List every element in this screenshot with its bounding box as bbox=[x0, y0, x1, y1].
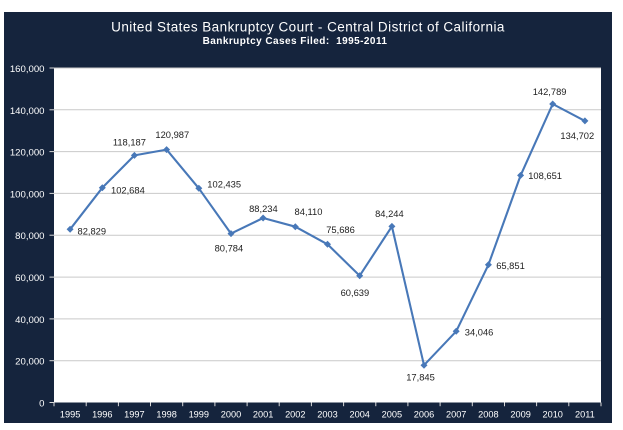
svg-text:118,187: 118,187 bbox=[113, 137, 146, 147]
svg-text:2011: 2011 bbox=[575, 410, 595, 420]
svg-text:Bankruptcy Cases Filed: 1995-: Bankruptcy Cases Filed: 1995-2011 bbox=[203, 36, 388, 47]
svg-text:2001: 2001 bbox=[253, 410, 273, 420]
svg-text:80,000: 80,000 bbox=[15, 231, 44, 242]
svg-text:0: 0 bbox=[39, 399, 44, 410]
svg-text:1998: 1998 bbox=[156, 410, 176, 420]
svg-text:75,686: 75,686 bbox=[326, 225, 355, 235]
svg-text:2004: 2004 bbox=[349, 410, 369, 420]
svg-text:2010: 2010 bbox=[542, 410, 562, 420]
svg-text:65,851: 65,851 bbox=[496, 261, 525, 271]
svg-text:2000: 2000 bbox=[221, 410, 241, 420]
svg-text:88,234: 88,234 bbox=[249, 204, 278, 214]
svg-text:140,000: 140,000 bbox=[10, 106, 45, 117]
svg-text:40,000: 40,000 bbox=[15, 315, 44, 326]
svg-text:2008: 2008 bbox=[478, 410, 498, 420]
svg-text:60,639: 60,639 bbox=[341, 288, 370, 298]
svg-text:102,684: 102,684 bbox=[111, 185, 145, 195]
svg-text:84,244: 84,244 bbox=[375, 209, 404, 219]
svg-text:80,784: 80,784 bbox=[215, 243, 244, 253]
svg-text:1999: 1999 bbox=[189, 410, 209, 420]
svg-text:34,046: 34,046 bbox=[465, 328, 494, 338]
svg-text:2002: 2002 bbox=[285, 410, 305, 420]
svg-text:82,829: 82,829 bbox=[78, 226, 107, 236]
svg-text:108,651: 108,651 bbox=[528, 171, 562, 181]
svg-text:134,702: 134,702 bbox=[560, 131, 594, 141]
svg-text:2009: 2009 bbox=[510, 410, 530, 420]
svg-text:1997: 1997 bbox=[124, 410, 144, 420]
svg-text:84,110: 84,110 bbox=[295, 207, 323, 217]
svg-text:20,000: 20,000 bbox=[15, 357, 44, 368]
svg-text:60,000: 60,000 bbox=[15, 273, 44, 284]
svg-text:2003: 2003 bbox=[317, 410, 337, 420]
svg-text:160,000: 160,000 bbox=[10, 64, 45, 75]
svg-text:1995: 1995 bbox=[60, 410, 80, 420]
svg-text:2006: 2006 bbox=[414, 410, 434, 420]
svg-text:100,000: 100,000 bbox=[10, 189, 45, 200]
svg-text:2005: 2005 bbox=[382, 410, 402, 420]
svg-text:142,789: 142,789 bbox=[533, 87, 567, 97]
svg-text:102,435: 102,435 bbox=[207, 179, 241, 189]
svg-text:120,987: 120,987 bbox=[155, 130, 189, 140]
svg-text:1996: 1996 bbox=[92, 410, 112, 420]
svg-text:120,000: 120,000 bbox=[10, 148, 45, 159]
svg-text:17,845: 17,845 bbox=[406, 372, 435, 382]
svg-text:United States Bankruptcy Court: United States Bankruptcy Court - Central… bbox=[111, 20, 505, 35]
svg-text:2007: 2007 bbox=[446, 410, 466, 420]
